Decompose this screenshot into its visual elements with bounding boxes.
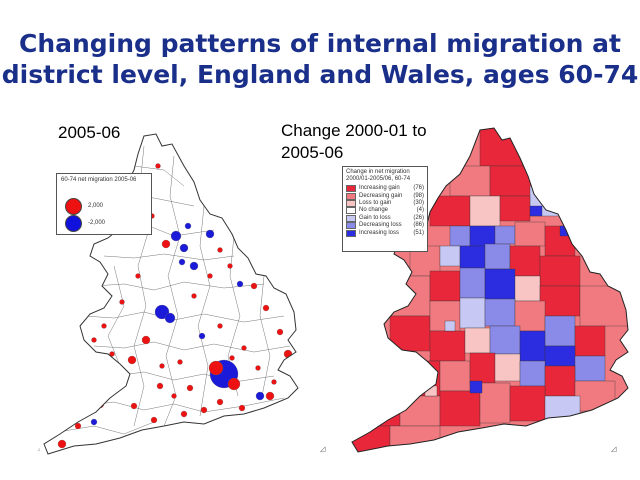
color-swatch-icon (346, 229, 356, 237)
blue-circle-icon (65, 215, 82, 232)
legend-count: (4) (416, 207, 424, 214)
legend-item: Decreasing gain (98) (343, 192, 427, 200)
title-line-1: Changing patterns of internal migration … (18, 29, 622, 58)
right-legend-rows: Increasing gain (76) Decreasing gain (98) Lo… (343, 185, 427, 237)
legend-count: (51) (413, 229, 424, 236)
legend-count: (98) (413, 192, 424, 199)
resize-corner-icon: ◿ (320, 446, 326, 453)
legend-item: Gain to loss (26) (343, 214, 427, 222)
right-legend-title: Change in net migration 2000/01-2005/06,… (346, 169, 411, 182)
legend-label: Decreasing loss (359, 222, 402, 229)
red-circle-icon (65, 198, 82, 215)
legend-item: Loss to gain (30) (343, 199, 427, 207)
legend-label: Increasing loss (359, 229, 400, 236)
legend-count: (76) (413, 185, 424, 192)
legend-count: (30) (413, 199, 424, 206)
legend-item: Increasing loss (51) (343, 229, 427, 237)
legend-label: No change (359, 207, 389, 214)
legend-label: Gain to loss (359, 214, 391, 221)
legend-label: Increasing gain (359, 185, 400, 192)
right-caption-line-2: 2005-06 (281, 143, 344, 162)
title-line-2: district level, England and Wales, ages … (1, 60, 639, 89)
color-swatch-icon (346, 199, 356, 207)
resize-corner-icon: ◿ (611, 446, 617, 453)
color-swatch-icon (346, 192, 356, 200)
legend-item: Increasing gain (76) (343, 185, 427, 193)
color-swatch-icon (346, 207, 356, 215)
right-map-legend: Change in net migration 2000/01-2005/06,… (342, 166, 428, 252)
slide-title: Changing patterns of internal migration … (0, 28, 640, 90)
right-map-caption: Change 2000-01 to 2005-06 (281, 120, 481, 164)
color-swatch-icon (346, 222, 356, 230)
color-swatch-icon (346, 214, 356, 222)
left-legend-title: 60-74 net migration 2005-06 (61, 177, 137, 183)
left-map-legend: 60-74 net migration 2005-06 2,000 -2,000 (56, 173, 152, 235)
legend-label: 2,000 (88, 203, 104, 209)
legend-item: No change (4) (343, 207, 427, 215)
legend-item-gain: 2,000 (65, 198, 103, 215)
color-swatch-icon (346, 185, 356, 193)
legend-count: (86) (413, 222, 424, 229)
legend-item-loss: -2,000 (65, 215, 105, 232)
legend-label: Decreasing gain (359, 192, 403, 199)
left-map-caption: 2005-06 (58, 123, 121, 142)
legend-item: Decreasing loss (86) (343, 222, 427, 230)
corner-mark-icon: ⹌ (38, 446, 40, 453)
legend-count: (26) (413, 214, 424, 221)
legend-label: Loss to gain (359, 199, 392, 206)
legend-label: -2,000 (88, 220, 106, 226)
right-caption-line-1: Change 2000-01 to (281, 121, 427, 140)
